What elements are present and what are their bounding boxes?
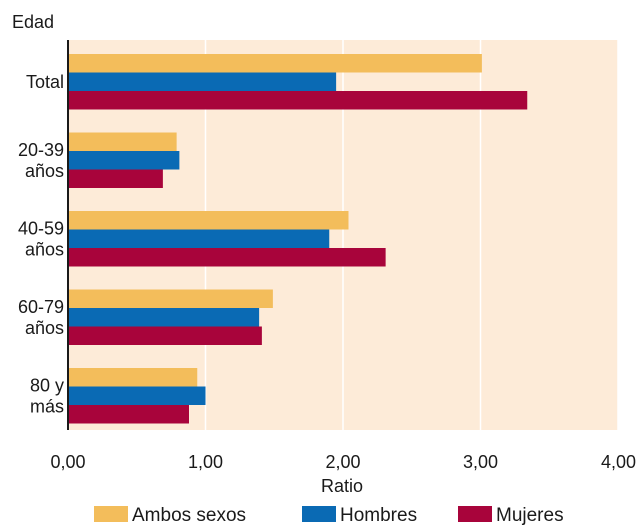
bar: [68, 169, 163, 188]
bar: [68, 405, 189, 424]
bar: [68, 248, 386, 267]
category-label: años: [25, 318, 64, 338]
category-label: 40-59: [18, 218, 64, 238]
legend-label: Mujeres: [496, 505, 564, 526]
legend-label: Ambos sexos: [132, 505, 246, 526]
x-tick-label: 3,00: [463, 452, 498, 472]
bars: [68, 54, 528, 424]
bar: [68, 229, 330, 248]
category-label: más: [30, 396, 64, 416]
bar: [68, 289, 273, 308]
x-tick-label: 4,00: [601, 452, 636, 472]
bar: [68, 91, 528, 110]
bar: [68, 72, 337, 91]
bar: [68, 211, 349, 230]
category-label: 60-79: [18, 297, 64, 317]
category-label: años: [25, 239, 64, 259]
x-tick-label: 1,00: [188, 452, 223, 472]
bar: [68, 54, 482, 73]
legend-swatch: [458, 506, 492, 522]
category-label: Total: [26, 72, 64, 92]
legend-swatch: [302, 506, 336, 522]
y-axis-title: Edad: [12, 12, 54, 32]
x-tick-label: 2,00: [325, 452, 360, 472]
legend: Ambos sexos Hombres Mujeres: [94, 505, 564, 526]
bar: [68, 386, 206, 405]
legend-swatch: [94, 506, 128, 522]
bar: [68, 132, 177, 151]
category-label: 20-39: [18, 140, 64, 160]
category-label: años: [25, 161, 64, 181]
bar: [68, 151, 180, 170]
x-axis-title: Ratio: [321, 476, 363, 496]
bar: [68, 368, 198, 387]
x-tick-labels: 0,00 1,00 2,00 3,00 4,00: [50, 452, 636, 472]
legend-label: Hombres: [340, 505, 417, 526]
category-label: 80 y: [30, 375, 64, 395]
x-tick-label: 0,00: [50, 452, 85, 472]
bar: [68, 308, 260, 327]
bar: [68, 326, 262, 345]
